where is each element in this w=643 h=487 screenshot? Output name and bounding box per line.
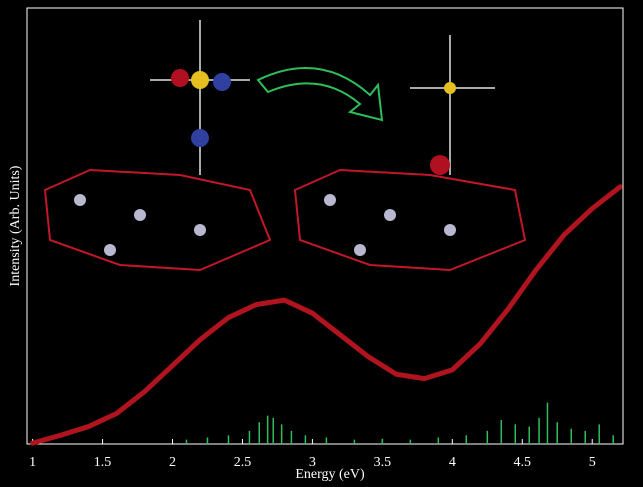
x-tick-label: 1 [29, 455, 36, 470]
molecule-illustration [43, 20, 527, 272]
x-tick-label: 4 [449, 455, 456, 470]
atom [191, 71, 209, 89]
orbital [213, 73, 231, 91]
x-tick-label: 2 [169, 455, 176, 470]
atom [384, 209, 396, 221]
atom [444, 82, 456, 94]
spectrum-line [30, 184, 623, 446]
orbital [430, 155, 450, 175]
x-tick-label: 3.5 [374, 455, 392, 470]
atom [354, 244, 366, 256]
orbital [171, 69, 189, 87]
atom [444, 224, 456, 236]
atom [134, 209, 146, 221]
lattice [43, 168, 272, 272]
atom [74, 194, 86, 206]
x-axis-label: Energy (eV) [295, 467, 365, 482]
arrow [256, 67, 384, 122]
x-tick-label: 3 [309, 455, 316, 470]
plot-frame [26, 7, 624, 445]
x-tick-label: 5 [589, 455, 596, 470]
atom [324, 194, 336, 206]
x-tick-label: 4.5 [514, 455, 532, 470]
x-tick-label: 2.5 [234, 455, 252, 470]
x-tick-label: 1.5 [94, 455, 112, 470]
y-axis-label: Intensity (Arb. Units) [8, 165, 23, 286]
orbital [191, 129, 209, 147]
lattice [293, 168, 527, 272]
atom [194, 224, 206, 236]
atom [104, 244, 116, 256]
